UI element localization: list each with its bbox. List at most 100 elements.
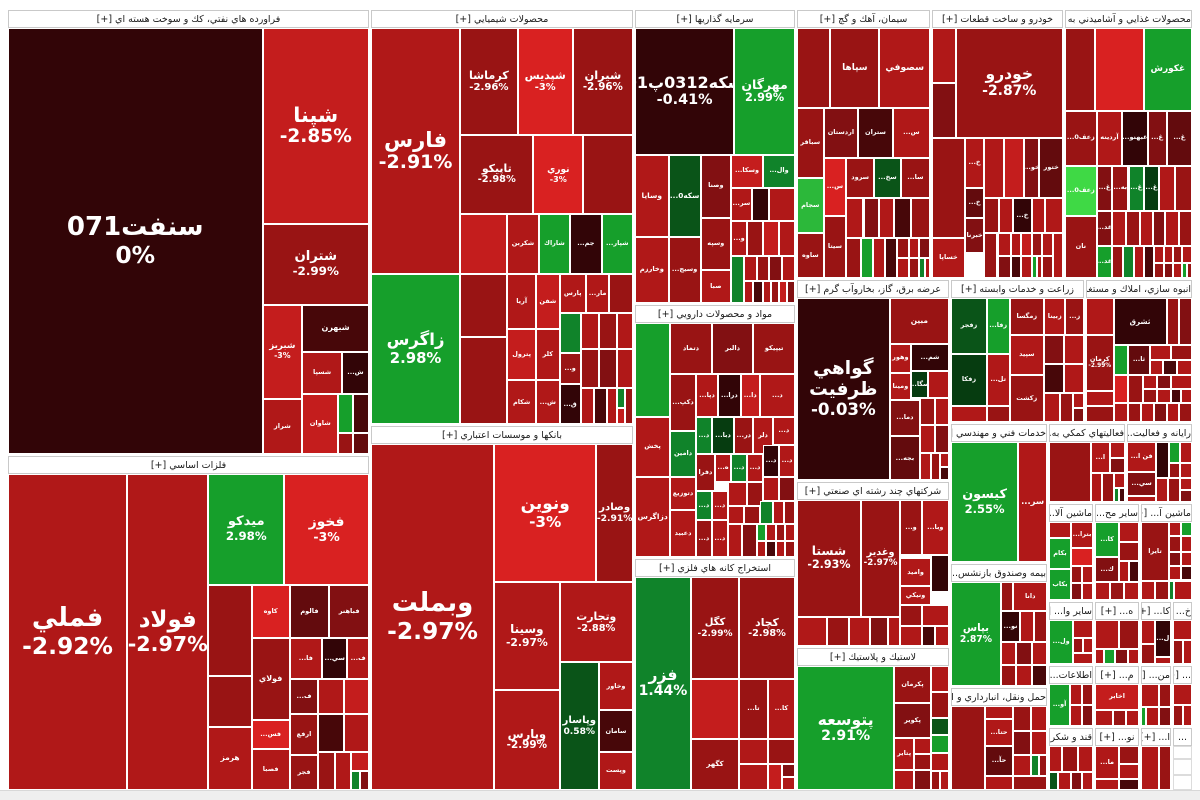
- stock-tile-كگل[interactable]: كگل -2.99%: [691, 577, 739, 680]
- stock-tile-زفكا[interactable]: زفكا: [951, 353, 987, 406]
- stock-tile-فباهنر[interactable]: فباهنر: [329, 584, 369, 639]
- tile[interactable]: [460, 273, 508, 337]
- stock-tile-خو[interactable]: خو...: [1023, 138, 1040, 198]
- tile[interactable]: [739, 764, 768, 790]
- tile[interactable]: [1166, 403, 1180, 422]
- stock-tile-وهور[interactable]: وهور: [889, 343, 911, 373]
- stock-tile-فولاي[interactable]: فولاي: [251, 638, 290, 721]
- tile[interactable]: [1109, 457, 1125, 474]
- tile[interactable]: [756, 524, 767, 541]
- sector-header-investments[interactable]: سرمايه گذاريها [+]: [635, 10, 795, 28]
- tile[interactable]: [1167, 478, 1180, 502]
- tile[interactable]: [1095, 582, 1110, 600]
- tile[interactable]: [1163, 360, 1178, 375]
- tile[interactable]: [775, 524, 786, 541]
- tile[interactable]: [1082, 582, 1093, 600]
- tile[interactable]: [1103, 648, 1115, 664]
- tile[interactable]: [1013, 775, 1047, 790]
- stock-tile-زعف0[interactable]: زعف0...: [1065, 110, 1097, 166]
- tile[interactable]: [1064, 363, 1084, 394]
- stock-tile-ث[interactable]: [1113, 345, 1129, 375]
- stock-tile-سي[interactable]: سي...: [1127, 472, 1157, 496]
- tile[interactable]: [334, 752, 351, 790]
- tile[interactable]: [1095, 648, 1104, 664]
- stock-tile-مبين[interactable]: مبين: [889, 298, 949, 344]
- stock-tile-ق[interactable]: ق...: [559, 384, 581, 424]
- tile[interactable]: [318, 679, 344, 715]
- stock-tile-ش[interactable]: ش...: [341, 351, 369, 395]
- sector-header-cement[interactable]: سيمان، آهك و گچ [+]: [797, 10, 930, 28]
- stock-tile-ما[interactable]: ما...: [1095, 746, 1120, 779]
- tile[interactable]: [1031, 233, 1043, 256]
- tile[interactable]: [1039, 754, 1047, 776]
- tile[interactable]: [1095, 620, 1120, 649]
- sector-header-pharma[interactable]: مواد و محصولات دارويي [+]: [635, 305, 795, 323]
- tile[interactable]: [888, 616, 901, 646]
- tile[interactable]: [1157, 388, 1171, 404]
- tile[interactable]: [1155, 580, 1170, 600]
- tile[interactable]: [1158, 165, 1176, 211]
- stock-tile-شپار[interactable]: شپار...: [601, 214, 633, 274]
- tile[interactable]: [751, 187, 770, 221]
- stock-tile-واميد[interactable]: واميد: [900, 558, 931, 587]
- tile[interactable]: [860, 238, 873, 278]
- tile[interactable]: [1145, 707, 1159, 726]
- sector-header-man-sector[interactable]: من... [+]: [1141, 666, 1171, 684]
- tile[interactable]: [747, 220, 763, 257]
- tile[interactable]: [951, 405, 987, 422]
- stock-tile-دالبر[interactable]: دالبر: [711, 323, 754, 375]
- stock-tile-ونيكي[interactable]: ونيكي: [900, 586, 931, 606]
- tile[interactable]: [1111, 210, 1126, 246]
- tile[interactable]: [759, 500, 773, 525]
- tile[interactable]: [1125, 210, 1140, 246]
- tile[interactable]: [318, 714, 344, 753]
- stock-tile-كگهر[interactable]: كگهر: [691, 738, 739, 790]
- stock-tile-حآ[interactable]: حآ...: [984, 746, 1014, 776]
- tile[interactable]: [1049, 522, 1071, 538]
- tile[interactable]: [930, 752, 949, 772]
- stock-tile-هرمز[interactable]: هرمز: [208, 726, 252, 790]
- tile[interactable]: [1128, 374, 1144, 404]
- tile[interactable]: [1077, 746, 1093, 773]
- tile[interactable]: [846, 198, 864, 238]
- tile[interactable]: [930, 666, 949, 693]
- tile[interactable]: [1119, 561, 1129, 583]
- tile[interactable]: [1149, 360, 1164, 375]
- tile[interactable]: [1179, 210, 1192, 246]
- tile[interactable]: [1000, 642, 1017, 666]
- tile[interactable]: [1153, 263, 1165, 278]
- stock-tile-ميدكو[interactable]: ميدكو 2.98%: [208, 474, 285, 585]
- tile[interactable]: [1010, 255, 1022, 278]
- stock-tile-ساوه[interactable]: ساوه: [797, 233, 824, 278]
- tile[interactable]: [727, 524, 743, 557]
- tile[interactable]: [1071, 582, 1082, 600]
- stock-tile-غ[interactable]: غ...: [1096, 165, 1112, 211]
- stock-tile-غد[interactable]: غد...: [1096, 245, 1112, 278]
- stock-tile-شيران[interactable]: شيران -2.96%: [572, 28, 633, 135]
- sector-header-kh-sector[interactable]: خ... [+]: [1173, 602, 1192, 620]
- tile[interactable]: [617, 408, 626, 424]
- tile[interactable]: [879, 198, 895, 238]
- tile[interactable]: [1073, 620, 1093, 638]
- sector-header-he-sector[interactable]: ه... [+]: [1095, 602, 1139, 620]
- tile[interactable]: [896, 238, 909, 258]
- tile[interactable]: [583, 134, 633, 215]
- tile[interactable]: [984, 198, 999, 233]
- tile[interactable]: [1031, 642, 1047, 666]
- stock-tile-دا[interactable]: دا...: [740, 374, 760, 417]
- sector-header-sugar[interactable]: قند و شكر [+]: [1049, 728, 1093, 746]
- tile[interactable]: [894, 198, 912, 238]
- tile[interactable]: [782, 256, 795, 281]
- stock-tile-غ[interactable]: غ...: [1166, 110, 1192, 166]
- tile[interactable]: [1086, 391, 1114, 406]
- tile[interactable]: [984, 233, 998, 278]
- tile[interactable]: [1127, 496, 1157, 502]
- tile[interactable]: [951, 706, 985, 790]
- stock-tile-ف[interactable]: ف...: [347, 638, 369, 680]
- tile[interactable]: [1154, 657, 1171, 664]
- stock-tile-د[interactable]: د...: [695, 416, 712, 455]
- stock-tile-سي[interactable]: سي...: [322, 638, 348, 680]
- tile[interactable]: [1180, 442, 1192, 463]
- stock-tile-وسپه[interactable]: وسپه: [700, 217, 731, 270]
- stock-tile-شكربن[interactable]: شكربن: [507, 214, 539, 274]
